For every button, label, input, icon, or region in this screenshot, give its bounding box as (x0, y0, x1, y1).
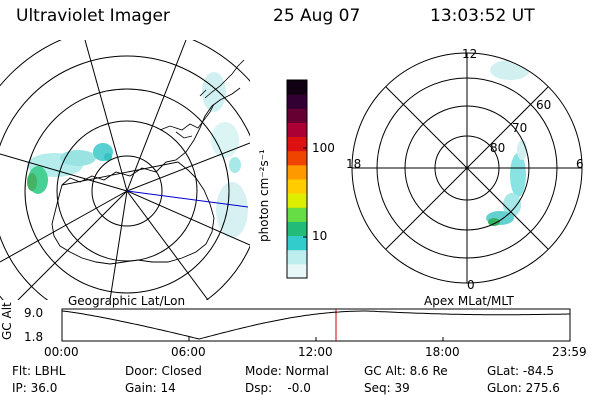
alt-xtick-1800: 18:00 (425, 345, 460, 359)
terminator-line (126, 190, 249, 208)
colorbar-tick-10: 10 (312, 229, 328, 243)
geographic-map (0, 40, 250, 300)
status-seq: Seq: 39 (364, 381, 410, 395)
alt-ytick-high: 9.0 (24, 306, 44, 320)
colorbar-stripe (287, 94, 307, 109)
mlat-label-60: 60 (536, 98, 552, 112)
status-door: Door: Closed (125, 364, 202, 378)
instrument-title: Ultraviolet Imager (16, 6, 170, 26)
time-label: 13:03:52 UT (430, 6, 535, 26)
status-gain: Gain: 14 (125, 381, 176, 395)
right-panel-caption: Apex MLat/MLT (424, 294, 514, 308)
mlat-label-70: 70 (512, 121, 528, 135)
colorbar-stripe (287, 179, 307, 194)
status-ip: IP: 36.0 (12, 381, 58, 395)
status-gc-alt: GC Alt: 8.6 Re (364, 364, 448, 378)
colorbar-stripe (287, 80, 307, 95)
colorbar-stripe (287, 207, 307, 222)
status-mode: Mode: Normal (245, 364, 329, 378)
colorbar-stripe (287, 263, 307, 279)
colorbar-stripe (287, 235, 307, 251)
alt-xtick-2359: 23:59 (552, 345, 587, 359)
status-glon: GLon: 275.6 (487, 381, 560, 395)
mlt-label-6: 6 (576, 157, 584, 171)
alt-ylabel: GC Alt (0, 302, 14, 340)
colorbar-stripe (287, 249, 307, 265)
alt-xtick-0000: 00:00 (44, 345, 79, 359)
alt-xtick-0600: 06:00 (171, 345, 206, 359)
colorbar-tick-100: 100 (312, 141, 335, 155)
alt-ytick-low: 1.8 (24, 330, 44, 344)
colorbar-stripe (287, 122, 307, 138)
colorbar-stripe (287, 193, 307, 208)
colorbar-stripe (287, 108, 307, 123)
altitude-plot (61, 308, 571, 342)
date-label: 25 Aug 07 (273, 6, 361, 26)
auroral-emission-right (486, 60, 530, 226)
alt-xtick-1200: 12:00 (298, 345, 333, 359)
mlt-label-0: 0 (467, 278, 475, 292)
auroral-emission-left (27, 72, 248, 238)
colorbar-stripe (287, 221, 307, 237)
apex-polar-plot (351, 52, 583, 284)
colorbar-stripe (287, 136, 307, 152)
mlt-label-12: 12 (462, 47, 478, 61)
status-glat: GLat: -84.5 (487, 364, 554, 378)
colorbar-stripe (287, 150, 307, 166)
left-panel-caption: Geographic Lat/Lon (68, 294, 186, 308)
status-filter: Flt: LBHL (12, 364, 66, 378)
status-dsp: Dsp: -0.0 (245, 381, 311, 395)
colorbar-stripe (287, 164, 307, 180)
colorbar (286, 79, 308, 279)
mlt-label-18: 18 (346, 157, 362, 171)
colorbar-unit-label: photon cm⁻²s⁻¹ (257, 149, 271, 242)
mlat-label-80: 80 (490, 141, 506, 155)
